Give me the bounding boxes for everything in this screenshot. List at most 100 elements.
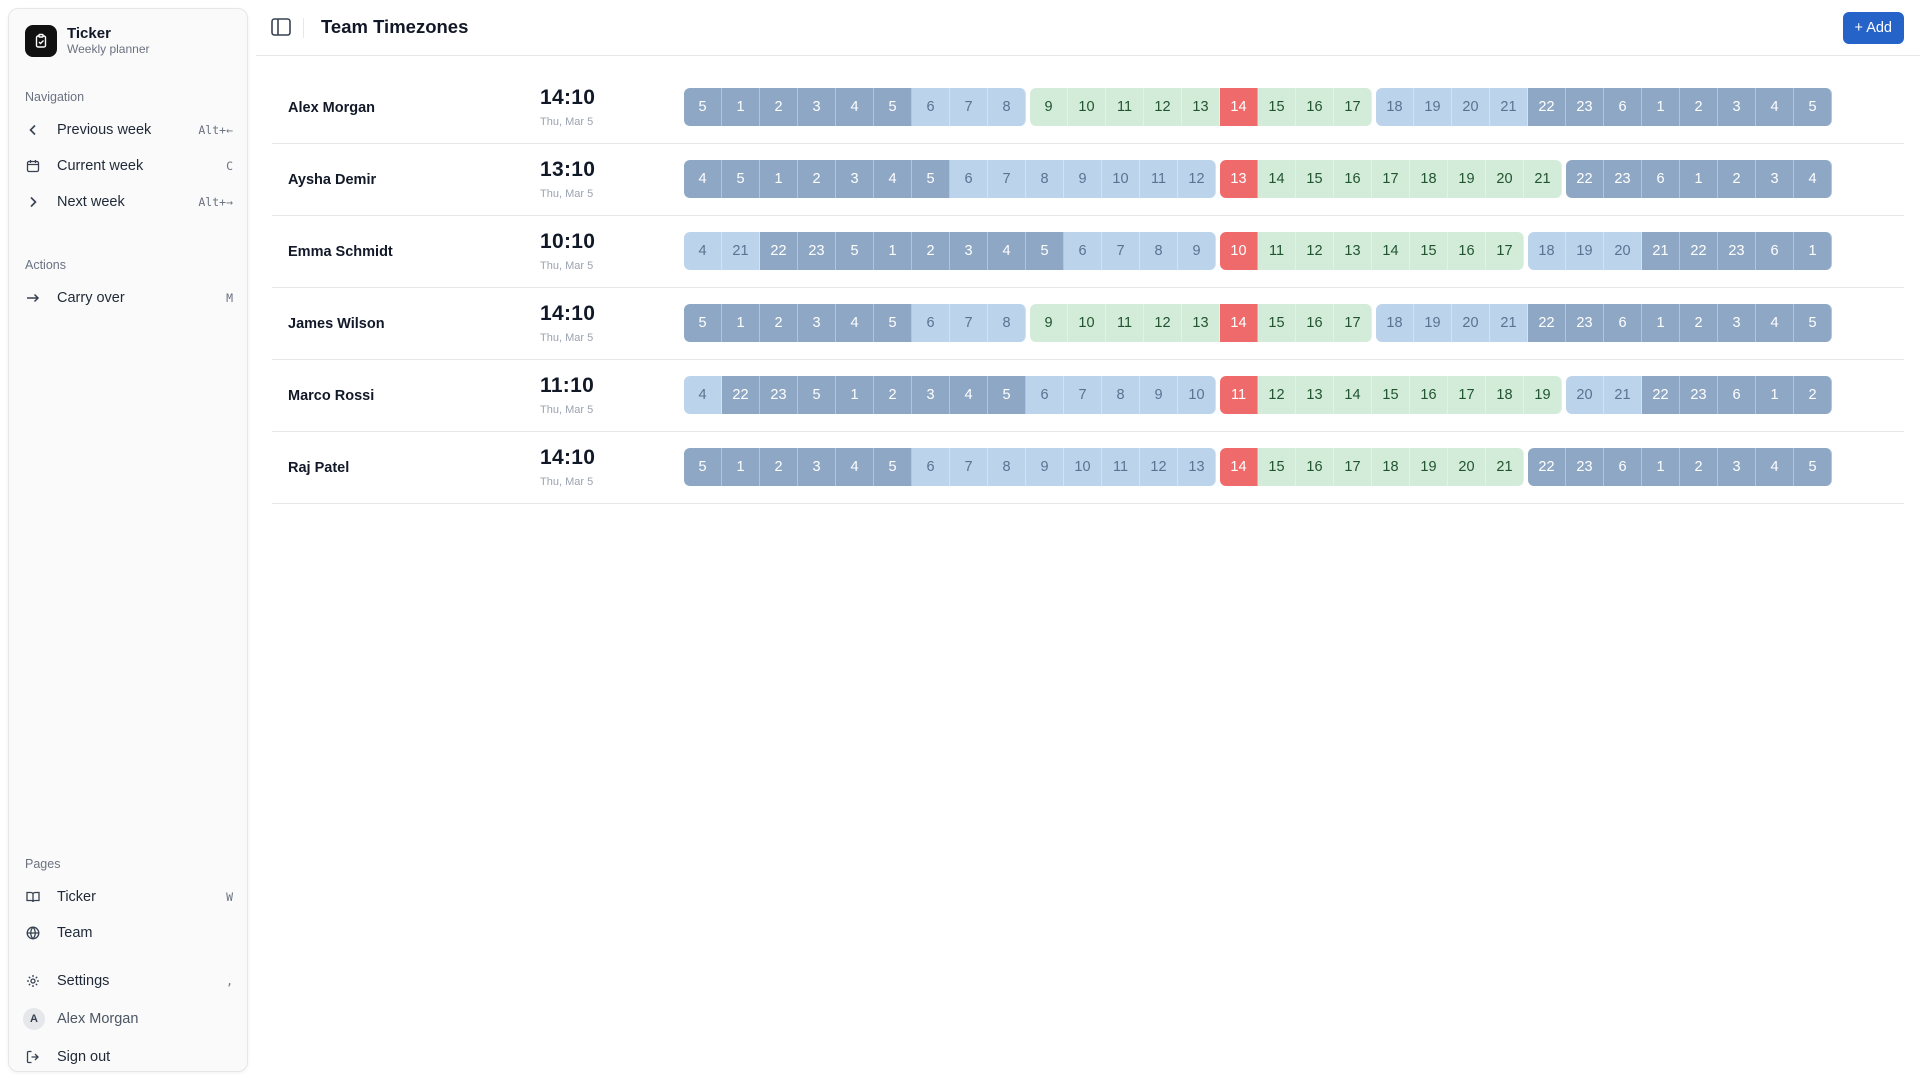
hour-cell-work[interactable]: 16 xyxy=(1448,232,1486,270)
previous-week-button[interactable]: Previous week Alt+← xyxy=(17,114,241,146)
sidebar-toggle-icon[interactable] xyxy=(270,16,294,40)
hour-cell-night[interactable]: 3 xyxy=(1718,88,1756,126)
hour-cell-night[interactable]: 2 xyxy=(760,448,798,486)
hour-cell-work[interactable]: 10 xyxy=(1068,88,1106,126)
hour-cell-night[interactable]: 2 xyxy=(1680,304,1718,342)
hour-cell-night[interactable]: 5 xyxy=(1794,88,1832,126)
hour-cell-edge[interactable]: 18 xyxy=(1376,304,1414,342)
hour-cell-edge[interactable]: 20 xyxy=(1566,376,1604,414)
hour-cell-edge[interactable]: 11 xyxy=(1102,448,1140,486)
hour-cell-edge[interactable]: 10 xyxy=(1102,160,1140,198)
hour-cell-edge[interactable]: 20 xyxy=(1452,88,1490,126)
hour-cell-night[interactable]: 3 xyxy=(798,304,836,342)
hour-cell-edge[interactable]: 20 xyxy=(1452,304,1490,342)
hour-cell-work[interactable]: 17 xyxy=(1448,376,1486,414)
hour-cell-night[interactable]: 3 xyxy=(1756,160,1794,198)
hour-cell-work[interactable]: 18 xyxy=(1372,448,1410,486)
hour-cell-work[interactable]: 14 xyxy=(1372,232,1410,270)
hour-cell-night[interactable]: 5 xyxy=(988,376,1026,414)
hour-cell-edge[interactable]: 7 xyxy=(1064,376,1102,414)
hour-cell-edge[interactable]: 4 xyxy=(684,232,722,270)
hour-cell-night[interactable]: 2 xyxy=(912,232,950,270)
hour-cell-night[interactable]: 23 xyxy=(1718,232,1756,270)
hour-cell-night[interactable]: 1 xyxy=(1642,88,1680,126)
hour-cell-night[interactable]: 2 xyxy=(874,376,912,414)
hour-cell-night[interactable]: 5 xyxy=(836,232,874,270)
hour-cell-night[interactable]: 1 xyxy=(1642,448,1680,486)
hour-cell-night[interactable]: 1 xyxy=(760,160,798,198)
hour-cell-night[interactable]: 4 xyxy=(950,376,988,414)
hour-cell-work[interactable]: 19 xyxy=(1448,160,1486,198)
hour-cell-current[interactable]: 14 xyxy=(1220,304,1258,342)
hour-cell-edge[interactable]: 8 xyxy=(1026,160,1064,198)
hour-cell-work[interactable]: 19 xyxy=(1410,448,1448,486)
hour-cell-edge[interactable]: 13 xyxy=(1178,448,1216,486)
hour-cell-edge[interactable]: 8 xyxy=(1102,376,1140,414)
hour-cell-work[interactable]: 13 xyxy=(1182,304,1220,342)
hour-cell-night[interactable]: 6 xyxy=(1756,232,1794,270)
hour-cell-work[interactable]: 9 xyxy=(1030,88,1068,126)
hour-cell-night[interactable]: 5 xyxy=(1026,232,1064,270)
hour-cell-night[interactable]: 6 xyxy=(1718,376,1756,414)
hour-cell-night[interactable]: 1 xyxy=(1756,376,1794,414)
hour-cell-night[interactable]: 4 xyxy=(836,304,874,342)
hour-cell-night[interactable]: 22 xyxy=(1528,88,1566,126)
hour-cell-work[interactable]: 15 xyxy=(1258,448,1296,486)
hour-cell-night[interactable]: 4 xyxy=(836,88,874,126)
hour-cell-night[interactable]: 5 xyxy=(874,88,912,126)
hour-cell-work[interactable]: 15 xyxy=(1258,304,1296,342)
carry-over-button[interactable]: Carry over M xyxy=(17,282,241,314)
hour-cell-night[interactable]: 1 xyxy=(722,448,760,486)
hour-cell-night[interactable]: 2 xyxy=(760,304,798,342)
hour-cell-work[interactable]: 17 xyxy=(1486,232,1524,270)
hour-cell-edge[interactable]: 20 xyxy=(1604,232,1642,270)
hour-cell-current[interactable]: 11 xyxy=(1220,376,1258,414)
hour-cell-night[interactable]: 1 xyxy=(836,376,874,414)
hour-cell-night[interactable]: 5 xyxy=(684,448,722,486)
hour-cell-edge[interactable]: 19 xyxy=(1566,232,1604,270)
hour-cell-edge[interactable]: 10 xyxy=(1178,376,1216,414)
hour-cell-edge[interactable]: 21 xyxy=(722,232,760,270)
hour-cell-night[interactable]: 1 xyxy=(1642,304,1680,342)
ticker-page-link[interactable]: Ticker W xyxy=(17,881,241,913)
hour-cell-work[interactable]: 18 xyxy=(1486,376,1524,414)
hour-cell-edge[interactable]: 12 xyxy=(1178,160,1216,198)
hour-cell-night[interactable]: 4 xyxy=(684,160,722,198)
add-button[interactable]: + Add xyxy=(1842,12,1904,44)
current-week-button[interactable]: Current week C xyxy=(17,150,241,182)
hour-cell-edge[interactable]: 19 xyxy=(1414,304,1452,342)
hour-cell-work[interactable]: 14 xyxy=(1334,376,1372,414)
hour-cell-work[interactable]: 21 xyxy=(1524,160,1562,198)
hour-cell-work[interactable]: 12 xyxy=(1144,88,1182,126)
hour-cell-edge[interactable]: 9 xyxy=(1064,160,1102,198)
hour-cell-edge[interactable]: 6 xyxy=(1064,232,1102,270)
hour-cell-edge[interactable]: 18 xyxy=(1528,232,1566,270)
hour-cell-edge[interactable]: 8 xyxy=(988,304,1026,342)
hour-cell-work[interactable]: 16 xyxy=(1334,160,1372,198)
hour-cell-work[interactable]: 16 xyxy=(1296,88,1334,126)
hour-cell-work[interactable]: 13 xyxy=(1334,232,1372,270)
hour-cell-work[interactable]: 20 xyxy=(1448,448,1486,486)
hour-cell-work[interactable]: 11 xyxy=(1106,88,1144,126)
hour-cell-night[interactable]: 5 xyxy=(912,160,950,198)
hour-cell-night[interactable]: 5 xyxy=(722,160,760,198)
hour-cell-edge[interactable]: 21 xyxy=(1490,304,1528,342)
hour-cell-edge[interactable]: 6 xyxy=(912,304,950,342)
hour-cell-work[interactable]: 16 xyxy=(1296,304,1334,342)
hour-cell-edge[interactable]: 7 xyxy=(1102,232,1140,270)
hour-cell-edge[interactable]: 18 xyxy=(1376,88,1414,126)
hour-cell-edge[interactable]: 9 xyxy=(1140,376,1178,414)
hour-cell-work[interactable]: 16 xyxy=(1296,448,1334,486)
hour-cell-edge[interactable]: 8 xyxy=(988,448,1026,486)
hour-cell-night[interactable]: 4 xyxy=(1756,448,1794,486)
hour-cell-night[interactable]: 23 xyxy=(1680,376,1718,414)
hour-cell-work[interactable]: 17 xyxy=(1334,88,1372,126)
hour-cell-edge[interactable]: 8 xyxy=(988,88,1026,126)
hour-cell-night[interactable]: 23 xyxy=(1604,160,1642,198)
hour-cell-night[interactable]: 3 xyxy=(1718,304,1756,342)
hour-cell-night[interactable]: 3 xyxy=(912,376,950,414)
hour-cell-current[interactable]: 13 xyxy=(1220,160,1258,198)
hour-cell-work[interactable]: 12 xyxy=(1296,232,1334,270)
hour-cell-current[interactable]: 10 xyxy=(1220,232,1258,270)
hour-cell-night[interactable]: 2 xyxy=(1680,88,1718,126)
